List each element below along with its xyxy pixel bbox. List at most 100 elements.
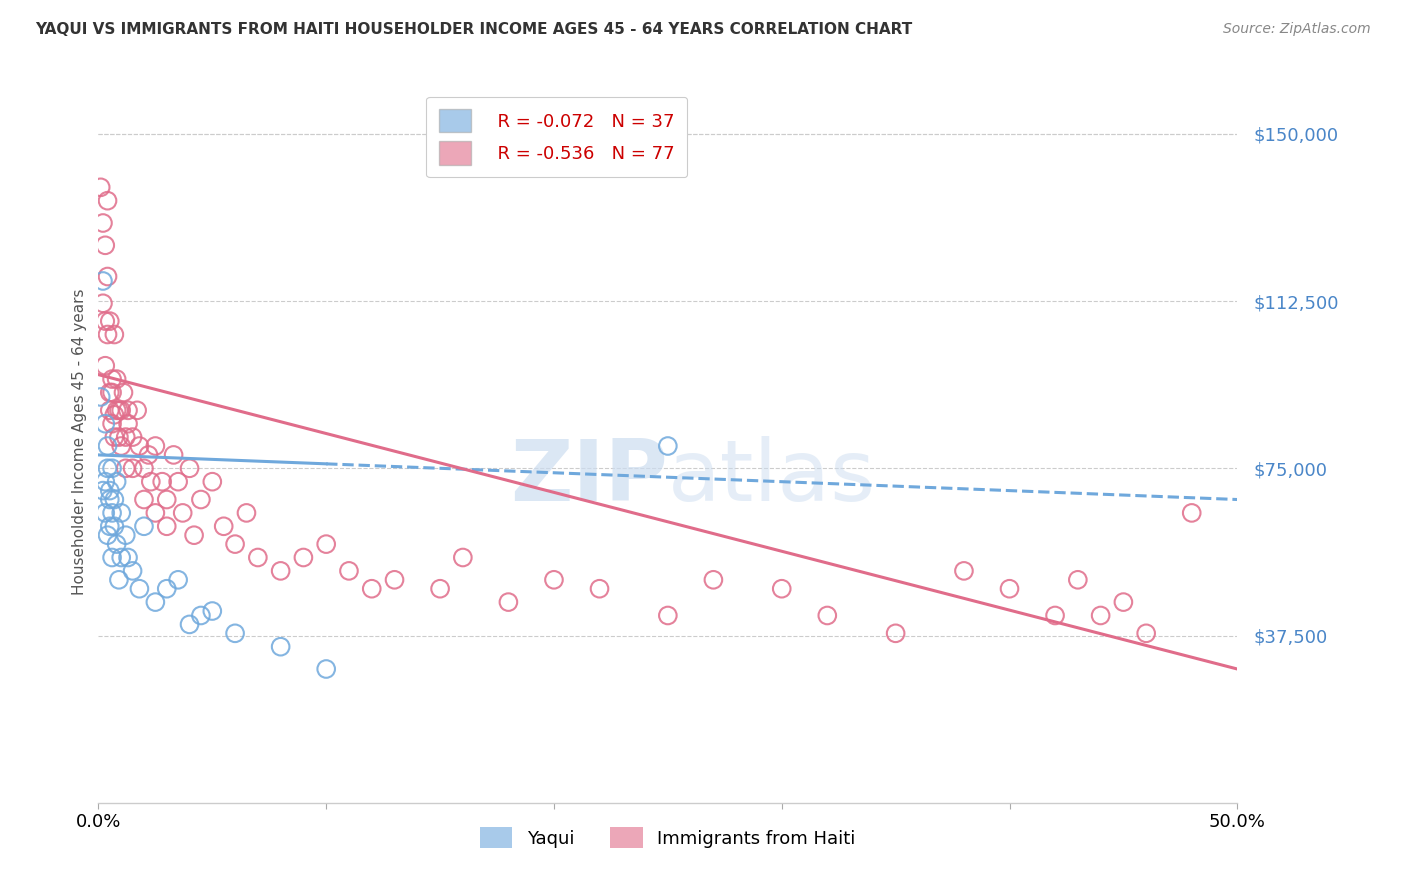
Point [94, 238, 117, 252]
Point [108, 573, 131, 587]
Point [139, 475, 162, 489]
Point [1112, 595, 1135, 609]
Point [101, 385, 124, 400]
Point [543, 573, 565, 587]
Point [451, 550, 474, 565]
Point [110, 506, 132, 520]
Text: ZIP: ZIP [510, 436, 668, 519]
Point [114, 430, 136, 444]
Point [498, 595, 520, 609]
Point [91, 216, 114, 230]
Point [103, 327, 125, 342]
Point [384, 573, 406, 587]
Point [179, 461, 201, 475]
Point [270, 564, 292, 578]
Point [246, 550, 269, 565]
Point [114, 528, 136, 542]
Point [156, 519, 179, 533]
Point [1043, 608, 1066, 623]
Point [121, 564, 143, 578]
Point [315, 537, 337, 551]
Text: atlas: atlas [668, 436, 876, 519]
Point [657, 608, 679, 623]
Point [98, 385, 121, 400]
Point [101, 506, 124, 520]
Point [183, 528, 205, 542]
Point [105, 475, 128, 489]
Point [1090, 608, 1112, 623]
Point [91, 296, 114, 310]
Point [429, 582, 451, 596]
Point [167, 573, 190, 587]
Point [117, 550, 139, 565]
Point [132, 492, 155, 507]
Point [112, 385, 135, 400]
Point [96, 528, 118, 542]
Point [108, 430, 131, 444]
Point [96, 439, 118, 453]
Point [90, 180, 112, 194]
Point [128, 439, 150, 453]
Legend: Yaqui, Immigrants from Haiti: Yaqui, Immigrants from Haiti [472, 820, 863, 855]
Point [94, 359, 117, 373]
Point [98, 492, 121, 507]
Point [121, 461, 143, 475]
Point [145, 506, 167, 520]
Point [105, 403, 128, 417]
Point [167, 475, 190, 489]
Point [96, 269, 118, 284]
Point [1067, 573, 1090, 587]
Point [94, 475, 117, 489]
Point [110, 403, 132, 417]
Point [884, 626, 907, 640]
Point [201, 475, 224, 489]
Point [103, 519, 125, 533]
Point [90, 390, 112, 404]
Point [145, 439, 167, 453]
Point [96, 194, 118, 208]
Point [114, 461, 136, 475]
Point [360, 582, 382, 596]
Point [105, 372, 128, 386]
Point [953, 564, 976, 578]
Point [1135, 626, 1157, 640]
Point [121, 430, 143, 444]
Point [588, 582, 610, 596]
Point [156, 492, 179, 507]
Point [105, 537, 128, 551]
Point [770, 582, 793, 596]
Point [138, 448, 160, 462]
Point [270, 640, 292, 654]
Point [132, 461, 155, 475]
Point [162, 448, 184, 462]
Point [110, 439, 132, 453]
Point [103, 430, 125, 444]
Point [657, 439, 679, 453]
Point [94, 314, 117, 328]
Point [98, 314, 121, 328]
Point [315, 662, 337, 676]
Point [94, 506, 117, 520]
Point [101, 461, 124, 475]
Point [156, 582, 179, 596]
Point [96, 327, 118, 342]
Text: Source: ZipAtlas.com: Source: ZipAtlas.com [1223, 22, 1371, 37]
Point [150, 475, 173, 489]
Point [127, 403, 149, 417]
Point [212, 519, 235, 533]
Point [117, 417, 139, 431]
Point [108, 403, 131, 417]
Point [91, 483, 114, 498]
Point [98, 519, 121, 533]
Point [145, 595, 167, 609]
Point [103, 408, 125, 422]
Point [224, 537, 246, 551]
Point [235, 506, 257, 520]
Point [98, 403, 121, 417]
Point [94, 417, 117, 431]
Point [117, 403, 139, 417]
Point [96, 461, 118, 475]
Point [172, 506, 194, 520]
Point [91, 274, 114, 288]
Point [1181, 506, 1204, 520]
